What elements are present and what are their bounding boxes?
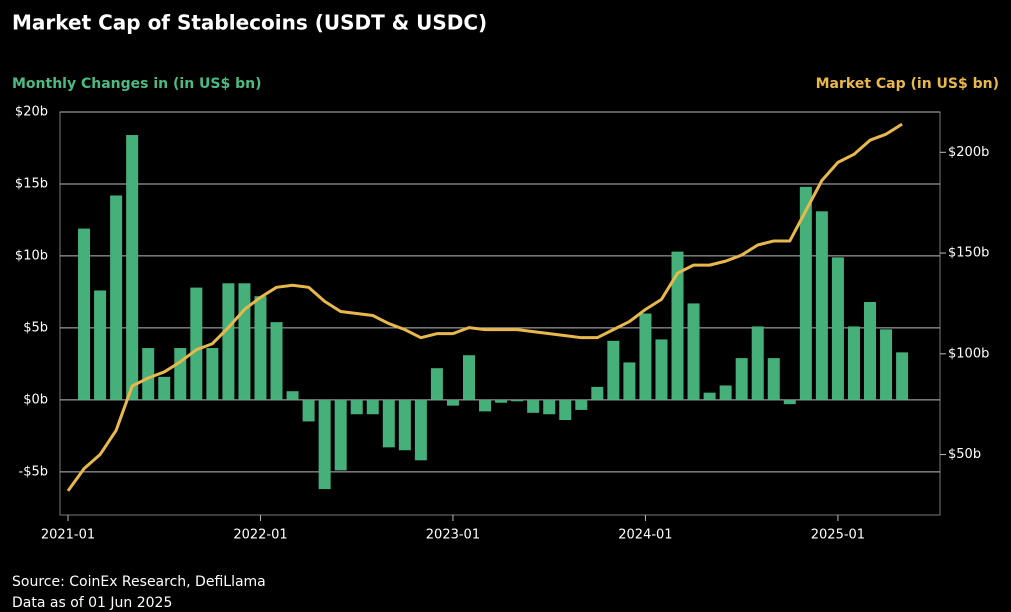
x-tick-label: 2022-01: [233, 528, 287, 543]
bar: [559, 399, 572, 421]
bar: [94, 290, 107, 400]
bar: [751, 326, 764, 400]
y2-tick-label: $50b: [948, 447, 981, 462]
bar: [735, 358, 748, 400]
note: Data as of 01 Jun 2025: [12, 595, 172, 611]
bar: [206, 348, 219, 400]
bar: [799, 186, 812, 400]
bar: [414, 399, 427, 461]
bar: [463, 355, 475, 400]
bar: [318, 399, 331, 490]
bar: [591, 386, 604, 400]
bar: [880, 329, 893, 400]
bar: [302, 399, 315, 422]
bar: [767, 358, 780, 400]
bar: [607, 340, 620, 400]
bar: [495, 399, 508, 403]
bar: [655, 339, 668, 400]
bar: [623, 362, 636, 400]
bar: [511, 399, 524, 402]
x-tick-label: 2021-01: [41, 528, 95, 543]
bar: [703, 392, 716, 400]
bar: [382, 399, 395, 448]
bar: [350, 399, 363, 415]
bar: [831, 257, 844, 400]
bar: [847, 326, 860, 400]
bar: [479, 399, 492, 412]
bar: [575, 399, 588, 410]
bar: [896, 352, 909, 400]
bar: [543, 399, 556, 415]
bar: [126, 135, 139, 400]
bar: [286, 391, 299, 400]
x-tick-label: 2023-01: [426, 528, 480, 543]
chart-title: Market Cap of Stablecoins (USDT & USDC): [12, 11, 487, 35]
bar: [238, 283, 251, 400]
y-tick-label: $20b: [15, 105, 48, 120]
bar: [687, 303, 700, 400]
bar: [174, 348, 187, 400]
bar: [142, 348, 155, 400]
y2-tick-label: $200b: [948, 145, 989, 160]
bar: [639, 313, 652, 400]
bar: [527, 399, 540, 413]
y-tick-label: $15b: [15, 176, 48, 191]
bar: [158, 376, 171, 400]
bar: [254, 296, 267, 400]
bar: [783, 399, 796, 405]
y-axis-label: Monthly Changes in (in US$ bn): [12, 76, 261, 92]
bar: [190, 287, 203, 400]
y2-axis-label: Market Cap (in US$ bn): [816, 76, 999, 92]
bar: [366, 399, 379, 415]
bar: [719, 385, 732, 400]
source: Source: CoinEx Research, DefiLlama: [12, 574, 266, 590]
bar: [446, 399, 459, 406]
bar: [110, 195, 123, 400]
y2-tick-label: $150b: [948, 246, 989, 261]
y-tick-label: $0b: [23, 392, 48, 407]
bar: [864, 301, 876, 400]
y2-tick-label: $100b: [948, 346, 989, 361]
x-tick-label: 2025-01: [811, 528, 865, 543]
bar: [398, 399, 411, 451]
y-tick-label: $5b: [23, 320, 48, 335]
bar: [430, 368, 443, 400]
bar: [78, 228, 91, 400]
y-tick-label: -$5b: [19, 464, 49, 479]
bar: [222, 283, 235, 400]
x-tick-label: 2024-01: [618, 528, 672, 543]
line: [66, 122, 903, 492]
y-tick-label: $10b: [15, 248, 48, 263]
bar: [671, 251, 684, 400]
bar: [815, 211, 828, 400]
bar: [334, 399, 347, 471]
bar: [270, 322, 283, 400]
